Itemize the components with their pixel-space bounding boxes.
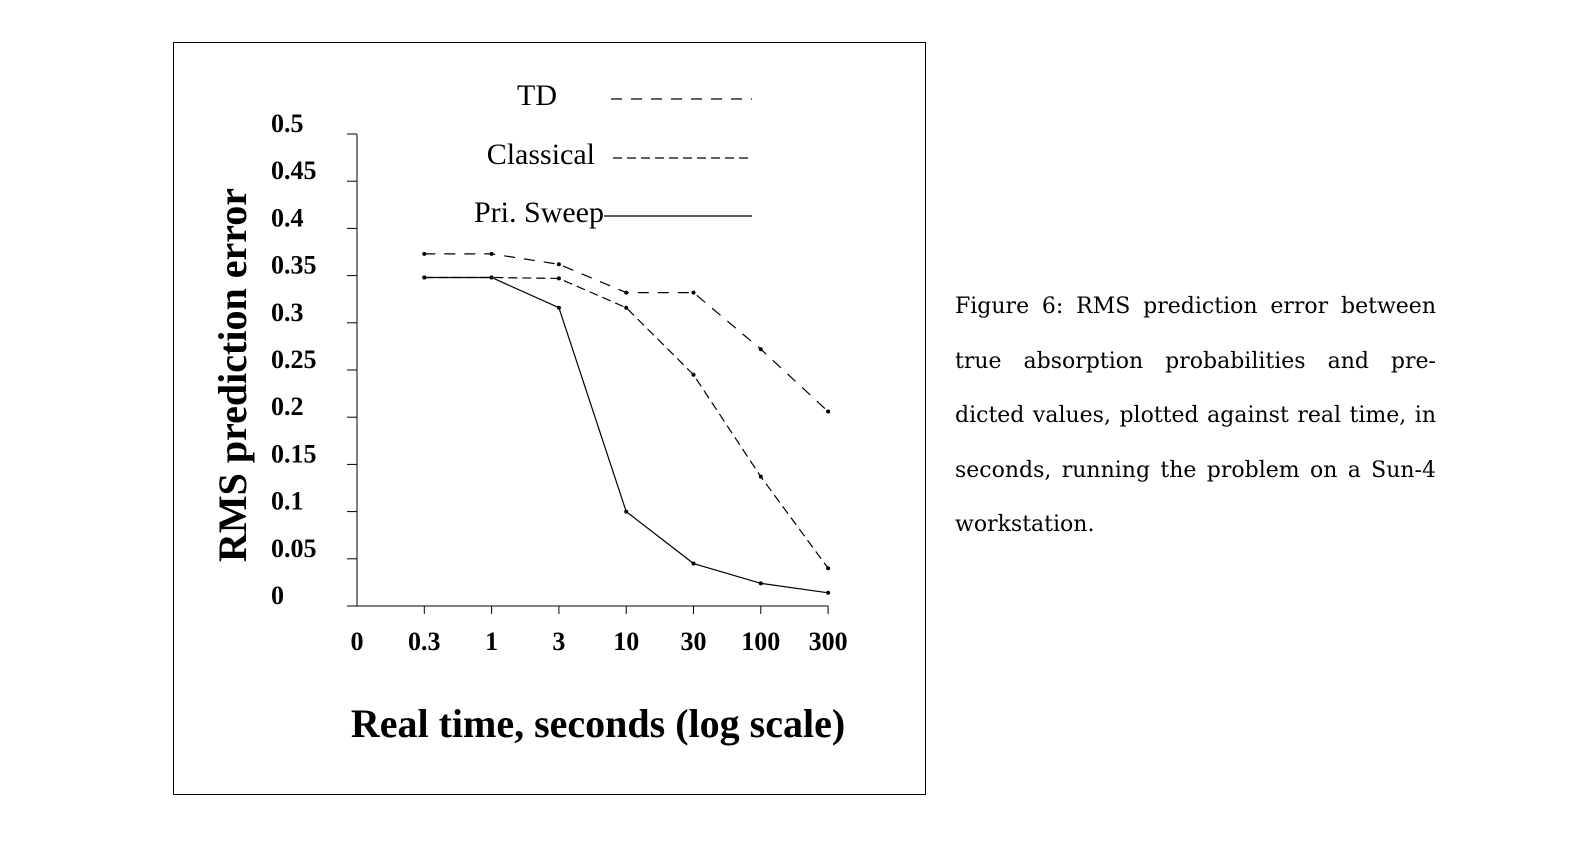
x-axis-ticks: 0 0.3 1 3 10 30 100 300 bbox=[351, 606, 848, 656]
data-point bbox=[826, 566, 831, 571]
rms-error-chart: 0 0.05 0.1 0.15 0.2 0.25 0.3 0.35 0.4 0.45 0.5 0 0.… bbox=[210, 79, 848, 746]
data-point bbox=[556, 305, 561, 310]
data-point bbox=[556, 262, 561, 267]
y-axis-title: RMS prediction error bbox=[210, 188, 255, 562]
y-tick-label: 0.3 bbox=[271, 298, 304, 327]
x-tick-label: 10 bbox=[613, 627, 639, 656]
x-tick-label: 1 bbox=[485, 627, 498, 656]
data-point bbox=[758, 581, 763, 586]
y-tick-label: 0.15 bbox=[271, 439, 317, 468]
x-tick-label: 0.3 bbox=[408, 627, 441, 656]
data-point bbox=[826, 409, 831, 414]
legend-label: Classical bbox=[487, 138, 595, 171]
x-tick-label: 30 bbox=[681, 627, 707, 656]
y-tick-label: 0.05 bbox=[271, 534, 317, 563]
data-point bbox=[624, 290, 629, 295]
y-tick-label: 0 bbox=[271, 581, 284, 610]
chart-legend: TD Classical Pri. Sweep bbox=[474, 79, 752, 229]
y-tick-label: 0.4 bbox=[271, 203, 304, 232]
x-tick-label: 100 bbox=[741, 627, 780, 656]
series-td bbox=[422, 251, 831, 414]
caption-line: dicted values, plotted against real time… bbox=[955, 403, 1436, 428]
caption-line: workstation. bbox=[955, 512, 1095, 537]
caption-line: true absorption probabilities and pre- bbox=[955, 348, 1436, 374]
x-tick-label: 3 bbox=[552, 627, 565, 656]
series-pri-sweep bbox=[422, 275, 831, 595]
data-point bbox=[691, 290, 696, 295]
data-point bbox=[691, 561, 696, 566]
series-classical bbox=[422, 275, 831, 571]
data-point bbox=[691, 372, 696, 377]
data-point bbox=[489, 275, 494, 280]
data-point bbox=[624, 509, 629, 514]
figure-frame: 0 0.05 0.1 0.15 0.2 0.25 0.3 0.35 0.4 0.45 0.5 0 0.… bbox=[173, 42, 926, 795]
data-point bbox=[758, 347, 763, 352]
caption-line: Figure 6: RMS prediction error between bbox=[955, 294, 1436, 319]
y-tick-label: 0.35 bbox=[271, 251, 317, 280]
figure-caption: Figure 6: RMS prediction error between tr… bbox=[955, 280, 1436, 553]
caption-line: seconds, running the problem on a Sun-4 bbox=[955, 457, 1436, 483]
legend-label: Pri. Sweep bbox=[474, 196, 604, 229]
y-tick-label: 0.5 bbox=[271, 109, 304, 138]
data-point bbox=[624, 305, 629, 310]
series-line bbox=[424, 276, 829, 594]
y-axis-ticks: 0 0.05 0.1 0.15 0.2 0.25 0.3 0.35 0.4 0.45 0.5 bbox=[271, 109, 357, 610]
y-tick-label: 0.45 bbox=[271, 156, 317, 185]
y-tick-label: 0.1 bbox=[271, 487, 304, 516]
series-line bbox=[424, 276, 829, 569]
x-axis-title: Real time, seconds (log scale) bbox=[351, 701, 845, 746]
y-tick-label: 0.25 bbox=[271, 345, 317, 374]
data-point bbox=[422, 275, 427, 280]
data-point bbox=[489, 251, 494, 256]
x-tick-label: 300 bbox=[809, 627, 848, 656]
y-tick-label: 0.2 bbox=[271, 392, 304, 421]
data-point bbox=[422, 251, 427, 256]
legend-label: TD bbox=[517, 79, 557, 112]
data-point bbox=[826, 590, 831, 595]
chart-series bbox=[422, 251, 831, 595]
x-tick-label: 0 bbox=[351, 627, 364, 656]
data-point bbox=[758, 474, 763, 479]
data-point bbox=[556, 276, 561, 281]
